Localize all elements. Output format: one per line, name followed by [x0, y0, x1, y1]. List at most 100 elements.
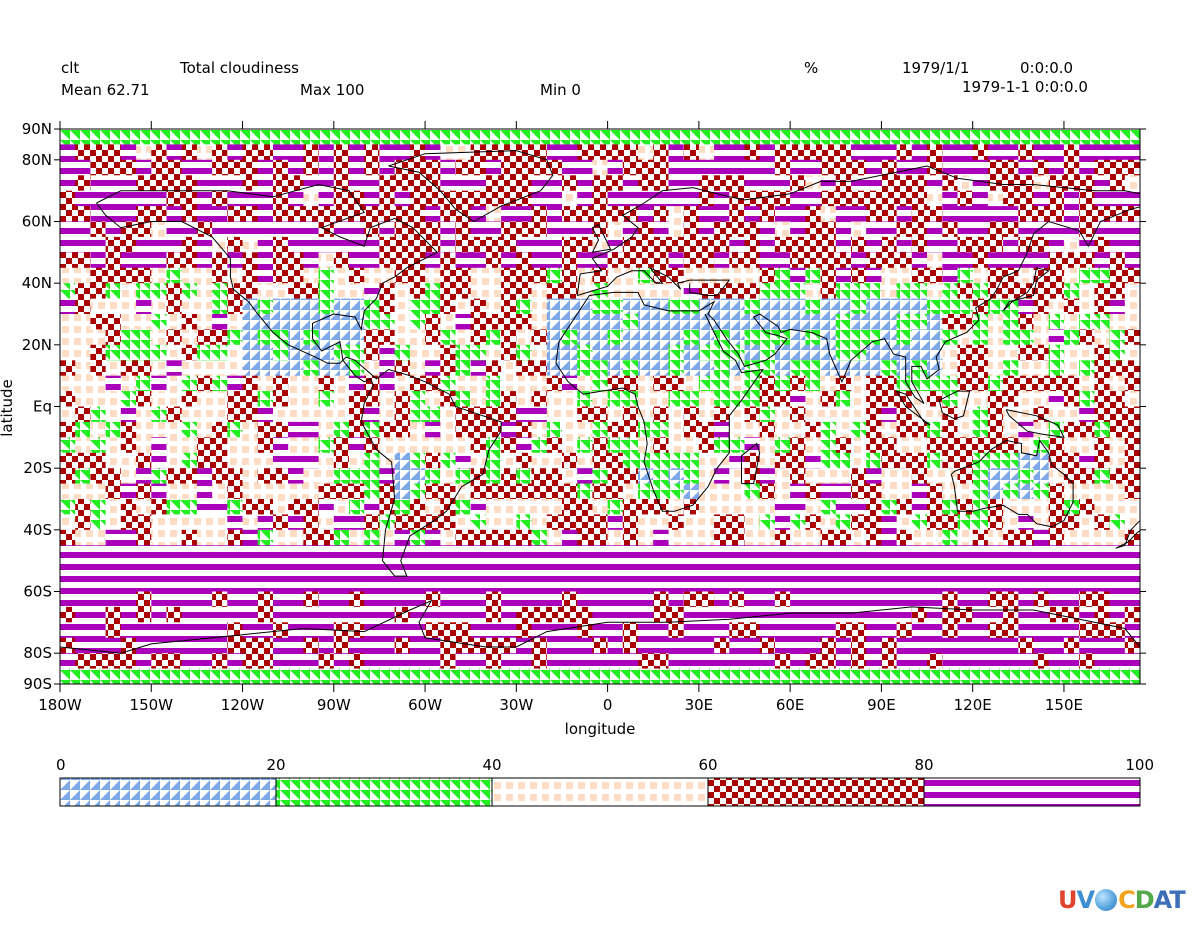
grid-cell [957, 283, 974, 300]
grid-cell [1063, 653, 1080, 670]
grid-cell [318, 375, 335, 392]
grid-cell [866, 421, 882, 438]
grid-cell [90, 545, 107, 562]
grid-cell [1048, 468, 1065, 485]
grid-cell [120, 206, 137, 223]
grid-cell [1079, 545, 1095, 562]
grid-cell [531, 190, 548, 207]
grid-cell [242, 499, 259, 515]
grid-cell [181, 236, 198, 253]
grid-cell [409, 560, 426, 577]
grid-cell [440, 129, 457, 145]
grid-cell [60, 129, 76, 145]
grid-cell [212, 144, 228, 161]
grid-cell [835, 406, 852, 423]
grid-cell [531, 606, 548, 623]
grid-cell [805, 375, 822, 392]
grid-cell [1018, 591, 1035, 608]
grid-cell [227, 591, 244, 608]
grid-cell [881, 591, 898, 608]
grid-cell [273, 252, 289, 269]
grid-cell [166, 483, 183, 500]
grid-cell [866, 344, 882, 361]
grid-cell [1018, 221, 1035, 238]
grid-cell [744, 283, 761, 300]
grid-cell [318, 236, 335, 253]
grid-cell [425, 437, 441, 454]
grid-cell [455, 344, 472, 361]
grid-cell [440, 653, 457, 670]
grid-cell [257, 591, 274, 608]
grid-cell [835, 483, 852, 500]
grid-cell [607, 375, 624, 392]
grid-cell [835, 606, 852, 623]
grid-cell [835, 236, 852, 253]
grid-cell [136, 298, 152, 315]
grid-cell [196, 375, 213, 392]
grid-cell [364, 221, 380, 238]
grid-cell [394, 283, 411, 300]
grid-cell [896, 653, 913, 670]
colorbar-level-label: 60 [698, 756, 717, 774]
grid-cell [364, 129, 380, 145]
grid-cell [379, 406, 396, 423]
grid-cell [531, 437, 548, 454]
grid-cell [622, 468, 639, 485]
grid-cell [607, 668, 624, 684]
grid-cell [227, 514, 244, 531]
grid-cell [501, 606, 517, 623]
grid-cell [622, 668, 639, 684]
grid-cell [151, 314, 168, 330]
grid-cell [1033, 529, 1050, 546]
grid-cell [90, 159, 107, 176]
grid-cell [120, 236, 137, 253]
grid-cell [957, 576, 974, 593]
grid-cell [379, 129, 396, 145]
grid-cell [485, 283, 502, 300]
grid-cell [714, 206, 730, 223]
grid-cell [622, 576, 639, 593]
grid-cell [881, 514, 898, 531]
grid-cell [638, 576, 654, 593]
grid-cell [1109, 375, 1126, 392]
grid-cell [349, 499, 365, 515]
grid-cell [820, 653, 837, 670]
grid-cell [379, 314, 396, 330]
grid-cell [151, 190, 168, 207]
grid-cell [440, 329, 457, 346]
grid-cell [455, 499, 472, 515]
grid-cell [729, 437, 746, 454]
grid-cell [744, 560, 761, 577]
grid-cell [957, 375, 974, 392]
coastline [938, 390, 971, 420]
grid-cell [349, 144, 365, 161]
grid-cell [60, 252, 76, 269]
grid-cell [181, 159, 198, 176]
grid-cell [166, 206, 183, 223]
grid-cell [1124, 283, 1140, 300]
grid-cell [470, 329, 487, 346]
grid-cell [409, 144, 426, 161]
grid-cell [820, 283, 837, 300]
grid-cell [851, 206, 867, 223]
grid-cell [136, 375, 152, 392]
grid-cell [120, 252, 137, 269]
grid-cell [607, 560, 624, 577]
grid-cell [759, 252, 776, 269]
grid-cell [546, 406, 563, 423]
grid-cell [820, 329, 837, 346]
grid-cell [379, 653, 396, 670]
grid-cell [622, 129, 639, 145]
grid-cell [896, 499, 913, 515]
grid-cell [75, 560, 91, 577]
grid-cell [425, 591, 441, 608]
grid-cell [105, 622, 122, 639]
grid-cell [957, 221, 974, 238]
grid-cell [714, 637, 730, 654]
grid-cell [425, 129, 441, 145]
date-label: 1979/1/1 [902, 59, 970, 77]
grid-cell [303, 252, 320, 269]
grid-cell [851, 314, 867, 330]
grid-cell [485, 267, 502, 284]
grid-cell [1018, 391, 1035, 408]
